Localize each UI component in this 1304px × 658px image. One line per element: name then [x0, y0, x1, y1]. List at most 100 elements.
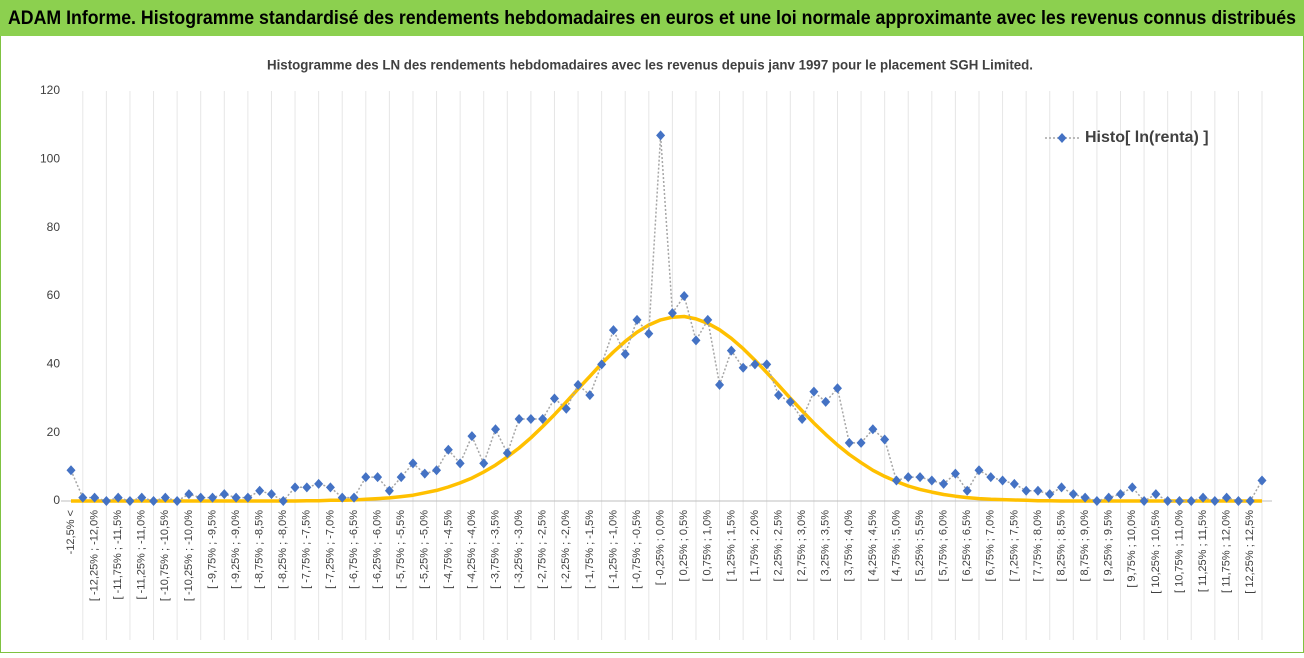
marker — [1257, 475, 1267, 486]
x-tick-label: [ -1,25% ; -1,0% — [607, 510, 619, 589]
marker — [113, 492, 123, 503]
marker — [832, 383, 842, 394]
marker — [868, 424, 878, 435]
marker — [738, 362, 748, 373]
marker — [101, 496, 111, 506]
marker — [432, 465, 442, 476]
legend-label: Histo[ ln(renta) ] — [1085, 129, 1209, 146]
marker — [644, 328, 654, 339]
marker — [939, 478, 949, 489]
x-tick-label: [ 11,75% ; 12,0% — [1221, 510, 1233, 593]
marker — [1233, 496, 1243, 506]
marker — [715, 379, 725, 390]
x-tick-label: [ 3,75% ; 4,0% — [843, 510, 855, 582]
marker — [549, 393, 559, 404]
marker — [502, 448, 512, 459]
x-tick-label: [ 3,25% ; 3,5% — [820, 510, 832, 582]
marker — [1068, 489, 1078, 500]
marker — [66, 465, 76, 476]
marker — [762, 359, 772, 370]
marker — [373, 472, 383, 483]
marker — [1080, 492, 1090, 503]
marker — [1033, 485, 1043, 496]
marker — [514, 414, 524, 424]
marker — [184, 489, 194, 500]
x-tick-label: [ -0,75% ; -0,5% — [631, 510, 643, 589]
x-tick-label: [ -3,25% ; -3,0% — [513, 510, 525, 589]
marker — [785, 396, 795, 407]
marker — [998, 475, 1008, 486]
x-tick-label: [ 11,25% ; 11,5% — [1197, 510, 1209, 592]
marker — [891, 475, 901, 486]
marker — [1115, 489, 1125, 500]
y-tick-label: 100 — [40, 152, 60, 166]
marker — [1163, 496, 1173, 506]
marker — [620, 349, 630, 360]
marker — [726, 345, 736, 356]
y-tick-label: 20 — [47, 425, 61, 439]
x-tick-label: [ 1,25% ; 1,5% — [725, 510, 737, 582]
x-tick-label: [ -8,25% ; -8,0% — [277, 510, 289, 589]
y-tick-label: 40 — [47, 357, 61, 371]
marker — [231, 492, 241, 503]
marker — [1174, 496, 1184, 506]
marker — [703, 314, 713, 325]
marker — [1092, 496, 1102, 506]
y-tick-label: 80 — [47, 220, 61, 234]
x-tick-label: [ -2,25% ; -2,0% — [560, 510, 572, 589]
chart-subtitle: Histogramme des LN des rendements hebdom… — [267, 57, 1033, 73]
marker — [78, 492, 88, 503]
x-tick-label: [ -12,25% ; -12,0% — [88, 510, 100, 601]
x-tick-label: [ 2,25% ; 2,5% — [772, 510, 784, 582]
x-tick-label: [ -0,25% ; 0,0% — [655, 510, 667, 585]
x-tick-label: [ -4,75% ; -4,5% — [442, 510, 454, 589]
marker — [396, 472, 406, 483]
x-tick-label: [ 8,75% ; 9,0% — [1079, 510, 1091, 582]
x-tick-label: [ 7,75% ; 8,0% — [1032, 510, 1044, 582]
marker — [479, 458, 489, 469]
x-tick-label: [ -1,75% ; -1,5% — [584, 510, 596, 589]
marker — [561, 403, 571, 414]
x-tick-label: [ -9,75% ; -9,5% — [206, 510, 218, 589]
marker — [797, 414, 807, 424]
title-bar — [0, 0, 1304, 36]
x-tick-label: [ 6,75% ; 7,0% — [985, 510, 997, 582]
marker — [1151, 489, 1161, 500]
marker — [903, 472, 913, 483]
marker — [125, 496, 135, 506]
marker — [337, 492, 347, 503]
marker — [856, 437, 866, 448]
x-tick-label: [ 1,75% ; 2,0% — [749, 510, 761, 582]
marker — [384, 485, 394, 496]
marker — [1210, 496, 1220, 506]
x-tick-label: [ -8,75% ; -8,5% — [254, 510, 266, 589]
marker — [880, 434, 890, 445]
x-tick-label: [ 8,25% ; 8,5% — [1055, 510, 1067, 582]
marker — [290, 482, 300, 493]
marker — [467, 431, 477, 442]
marker — [1139, 496, 1149, 506]
normal-curve — [71, 314, 1262, 503]
x-tick-label: [ -6,75% ; -6,5% — [348, 510, 360, 589]
marker — [844, 437, 854, 448]
marker — [1245, 496, 1255, 506]
marker — [90, 492, 100, 503]
marker — [160, 492, 170, 503]
marker — [986, 472, 996, 483]
marker — [255, 485, 265, 496]
marker — [1057, 482, 1067, 493]
marker — [137, 492, 147, 503]
marker — [962, 485, 972, 496]
marker — [608, 325, 618, 336]
x-tick-label: -12,5% < — [65, 510, 77, 554]
marker — [361, 472, 371, 483]
y-tick-label: 120 — [40, 83, 60, 97]
marker — [196, 492, 206, 503]
marker — [1222, 492, 1232, 503]
marker — [420, 468, 430, 479]
x-tick-label: [ 7,25% ; 7,5% — [1008, 510, 1020, 582]
marker — [302, 482, 312, 493]
marker — [585, 390, 595, 401]
